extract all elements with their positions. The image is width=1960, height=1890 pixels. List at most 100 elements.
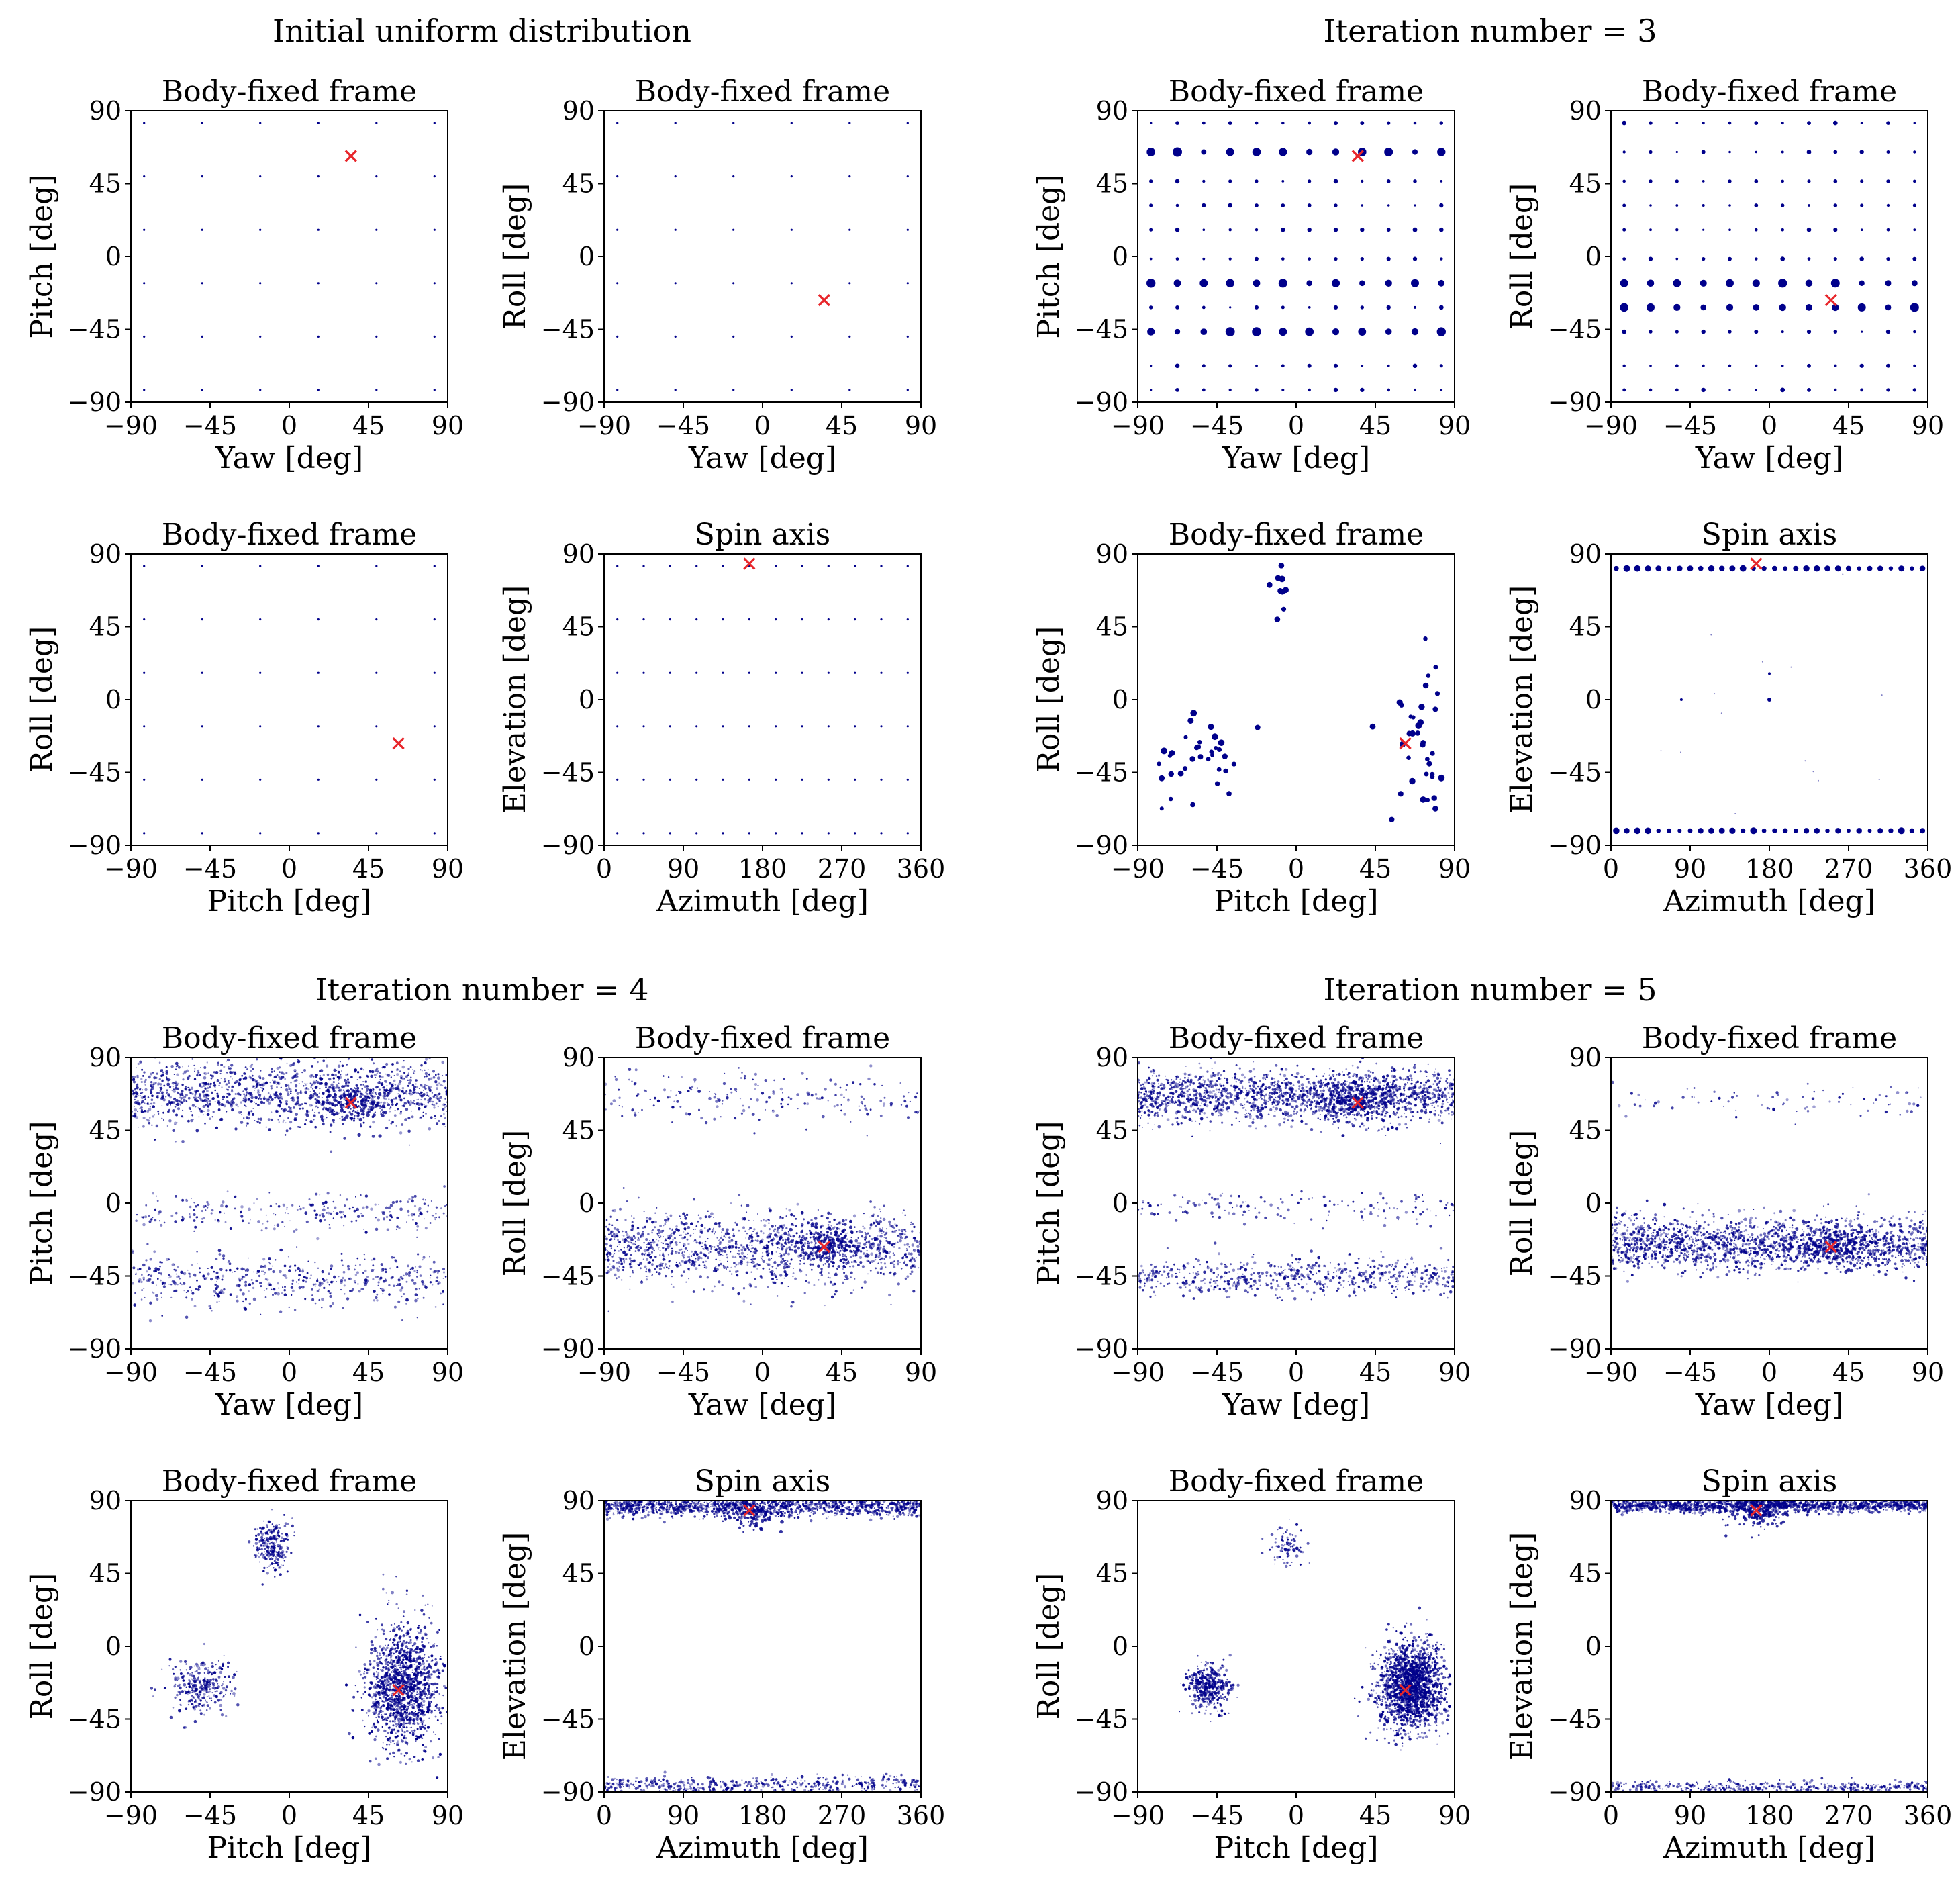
data-point bbox=[328, 1111, 331, 1113]
y-tick-label: 90 bbox=[1569, 539, 1602, 569]
data-point bbox=[843, 1272, 846, 1274]
data-point bbox=[746, 1246, 749, 1249]
data-point bbox=[367, 1108, 369, 1111]
data-point bbox=[193, 1213, 196, 1216]
data-point bbox=[207, 1098, 209, 1100]
data-point bbox=[279, 1092, 283, 1096]
data-point bbox=[228, 1080, 230, 1082]
data-point bbox=[781, 1258, 785, 1260]
data-point bbox=[366, 1276, 369, 1278]
data-point bbox=[790, 335, 793, 338]
data-point bbox=[228, 1086, 230, 1088]
data-point bbox=[899, 1082, 901, 1084]
data-point bbox=[813, 1233, 816, 1236]
y-tick-label: −90 bbox=[68, 387, 121, 417]
data-point bbox=[1708, 827, 1714, 834]
data-point bbox=[791, 1301, 795, 1304]
data-point bbox=[1216, 767, 1222, 772]
data-point bbox=[258, 1096, 260, 1098]
data-point bbox=[357, 1117, 359, 1120]
data-point bbox=[400, 1110, 402, 1113]
data-point bbox=[393, 1256, 395, 1259]
data-point bbox=[189, 1275, 191, 1278]
data-point bbox=[416, 1225, 420, 1228]
data-point bbox=[297, 1126, 299, 1128]
data-point bbox=[193, 1078, 197, 1081]
data-point bbox=[905, 1104, 909, 1108]
data-point bbox=[1360, 305, 1365, 310]
data-point bbox=[830, 1242, 832, 1245]
data-point bbox=[621, 1115, 624, 1117]
data-point bbox=[827, 1231, 829, 1233]
data-point bbox=[735, 1263, 738, 1266]
data-point bbox=[256, 1120, 259, 1123]
data-point bbox=[803, 1102, 806, 1105]
data-point bbox=[879, 1243, 881, 1245]
data-point bbox=[869, 1270, 872, 1272]
data-point bbox=[381, 1211, 385, 1215]
data-point bbox=[191, 1092, 194, 1095]
data-point bbox=[187, 1119, 190, 1123]
data-point bbox=[137, 1111, 139, 1113]
data-point bbox=[330, 1111, 333, 1114]
data-point bbox=[689, 1086, 691, 1090]
data-point bbox=[414, 1298, 418, 1303]
data-point bbox=[255, 1058, 258, 1061]
data-point bbox=[634, 1243, 636, 1245]
data-point bbox=[631, 1108, 634, 1112]
data-point bbox=[381, 1268, 385, 1271]
data-point bbox=[727, 1232, 730, 1235]
x-axis-label: Yaw [deg] bbox=[688, 441, 836, 475]
data-point bbox=[722, 671, 724, 674]
data-point bbox=[200, 1067, 201, 1068]
data-point bbox=[368, 1105, 370, 1107]
data-point bbox=[268, 1262, 270, 1264]
data-point bbox=[250, 1219, 251, 1221]
data-point bbox=[269, 1082, 271, 1084]
data-point bbox=[381, 1076, 384, 1078]
data-point bbox=[810, 1223, 814, 1227]
data-point bbox=[1436, 327, 1446, 336]
data-point bbox=[1159, 806, 1164, 811]
data-point bbox=[225, 1083, 228, 1086]
data-point bbox=[359, 1106, 362, 1108]
data-point bbox=[616, 832, 619, 835]
data-point bbox=[160, 1272, 162, 1274]
data-point bbox=[142, 1263, 146, 1267]
data-point bbox=[612, 1235, 616, 1238]
data-point bbox=[174, 1082, 177, 1085]
data-point bbox=[260, 1265, 264, 1268]
data-point bbox=[330, 1083, 334, 1086]
data-point bbox=[1754, 330, 1759, 334]
data-point bbox=[848, 228, 851, 231]
data-point bbox=[441, 1060, 445, 1064]
data-point bbox=[317, 832, 320, 835]
data-point bbox=[163, 1221, 166, 1224]
data-point bbox=[272, 1270, 275, 1274]
data-point bbox=[187, 1065, 189, 1067]
data-point bbox=[173, 1090, 176, 1093]
data-point bbox=[166, 1093, 168, 1095]
data-point bbox=[1867, 565, 1873, 571]
data-point bbox=[337, 1070, 340, 1074]
data-point bbox=[312, 1088, 314, 1090]
data-point bbox=[750, 1303, 752, 1305]
data-point bbox=[143, 122, 146, 124]
data-point bbox=[131, 1249, 134, 1253]
data-point bbox=[637, 1238, 640, 1241]
data-point bbox=[785, 1251, 787, 1254]
data-point bbox=[636, 1231, 640, 1235]
data-point bbox=[736, 1270, 739, 1272]
data-point bbox=[328, 1093, 332, 1098]
data-point bbox=[406, 1221, 407, 1223]
data-point bbox=[718, 1098, 721, 1102]
data-point bbox=[675, 1251, 677, 1253]
data-point bbox=[1755, 257, 1758, 261]
data-point bbox=[623, 1247, 626, 1249]
data-point bbox=[1439, 203, 1444, 208]
data-point bbox=[437, 1106, 439, 1108]
data-point bbox=[250, 1278, 253, 1281]
data-point bbox=[891, 1261, 894, 1264]
data-point bbox=[801, 1235, 805, 1237]
data-point bbox=[385, 1073, 386, 1075]
